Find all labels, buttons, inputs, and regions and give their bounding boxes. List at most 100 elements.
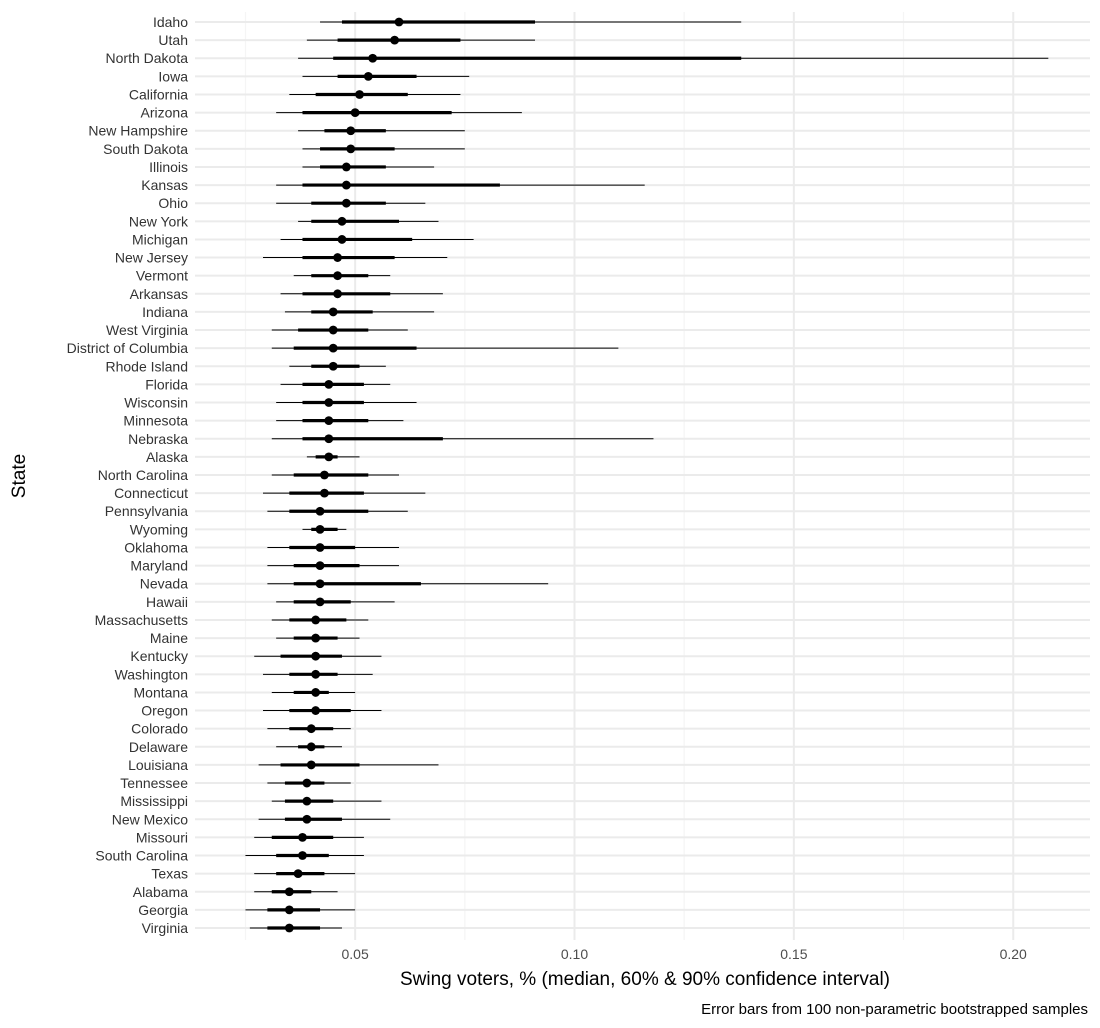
y-tick-label: Rhode Island	[105, 358, 188, 374]
point-range-florida	[280, 380, 391, 389]
y-tick-label: New Jersey	[115, 250, 188, 266]
point-range-idaho	[320, 17, 742, 27]
median-point	[350, 108, 360, 117]
median-point	[293, 869, 303, 879]
y-tick-label: Alaska	[146, 449, 188, 465]
point-range-colorado	[267, 724, 351, 734]
median-point	[311, 633, 321, 643]
y-tick-label: Illinois	[149, 159, 188, 175]
median-point	[284, 905, 294, 915]
point-range-wyoming	[302, 524, 347, 534]
point-range-montana	[271, 688, 356, 697]
point-range-new-mexico	[258, 814, 391, 824]
y-tick-label: New York	[129, 213, 189, 229]
median-point	[302, 814, 312, 824]
point-range-arizona	[276, 108, 522, 117]
y-tick-label: Virginia	[142, 920, 189, 936]
y-tick-label: Oregon	[141, 703, 188, 719]
median-point	[311, 669, 321, 679]
median-point	[324, 416, 334, 426]
median-point	[306, 760, 316, 770]
y-tick-label: California	[129, 86, 188, 102]
point-range-mississippi	[271, 796, 382, 806]
y-tick-label: Oklahoma	[124, 539, 188, 555]
point-range-ohio	[276, 198, 426, 208]
point-range-new-york	[298, 216, 439, 226]
y-tick-label: Tennessee	[120, 775, 188, 791]
median-point	[324, 452, 334, 462]
median-point	[341, 180, 351, 190]
point-range-maine	[276, 633, 360, 643]
point-range-hawaii	[276, 597, 395, 607]
point-range-massachusetts	[271, 615, 369, 625]
x-axis-title: Swing voters, % (median, 60% & 90% confi…	[400, 969, 890, 990]
y-tick-label: Arizona	[141, 105, 189, 121]
median-point	[324, 398, 334, 407]
point-range-north-carolina	[271, 470, 400, 480]
median-point	[346, 144, 356, 154]
point-range-indiana	[284, 307, 435, 317]
median-point	[368, 53, 378, 63]
point-range-district-of-columbia	[271, 343, 619, 353]
y-tick-label: Florida	[145, 376, 188, 392]
median-point	[315, 524, 325, 534]
point-range-new-jersey	[263, 253, 448, 262]
median-point	[333, 289, 342, 299]
point-range-rhode-island	[289, 361, 386, 371]
median-point	[346, 126, 356, 136]
y-tick-label: South Carolina	[95, 848, 188, 864]
y-axis-title: State	[9, 454, 30, 498]
median-point	[284, 887, 294, 897]
point-range-georgia	[245, 905, 356, 915]
y-tick-label: Utah	[158, 32, 188, 48]
x-axis-tick-labels: 0.05 0.10 0.15 0.20	[342, 946, 1028, 962]
median-point	[337, 235, 347, 244]
point-range-alabama	[254, 887, 338, 897]
point-range-missouri	[254, 833, 364, 842]
median-point	[306, 724, 316, 734]
y-tick-label: Kentucky	[130, 648, 188, 664]
median-point	[337, 216, 347, 226]
y-tick-label: Alabama	[133, 884, 188, 900]
point-range-wisconsin	[276, 398, 417, 407]
y-tick-label: Montana	[134, 684, 189, 700]
point-range-iowa	[302, 71, 470, 81]
y-tick-label: Kansas	[141, 177, 188, 193]
y-tick-label: Ohio	[158, 195, 188, 211]
point-range-california	[289, 90, 461, 99]
x-tick-label-1: 0.10	[561, 946, 588, 962]
y-tick-label: District of Columbia	[67, 340, 189, 356]
point-range-utah	[306, 35, 536, 45]
median-point	[315, 561, 325, 570]
median-point	[341, 198, 351, 208]
x-tick-label-3: 0.20	[1000, 946, 1027, 962]
y-tick-label: Texas	[151, 866, 188, 882]
median-point	[315, 543, 325, 552]
point-range-new-hampshire	[298, 126, 465, 136]
y-tick-label: Delaware	[129, 739, 188, 755]
median-point	[315, 579, 325, 589]
median-point	[306, 742, 316, 752]
median-point	[324, 434, 334, 444]
point-range-pennsylvania	[267, 506, 408, 516]
point-range-texas	[254, 869, 356, 879]
point-range-maryland	[267, 561, 400, 570]
point-range-michigan	[280, 235, 474, 244]
point-range-tennessee	[267, 778, 351, 788]
median-point	[315, 597, 325, 607]
point-range-virginia	[249, 923, 342, 933]
point-range-nebraska	[271, 434, 654, 444]
y-tick-label: Vermont	[136, 268, 188, 284]
y-tick-label: Mississippi	[120, 793, 188, 809]
median-point	[333, 253, 342, 262]
median-point	[302, 778, 312, 788]
chart-caption: Error bars from 100 non-parametric boots…	[701, 1001, 1088, 1018]
median-point	[328, 307, 338, 317]
median-point	[320, 488, 329, 498]
point-range-west-virginia	[271, 325, 408, 335]
median-point	[311, 688, 321, 697]
point-range-south-carolina	[245, 851, 364, 860]
y-tick-label: Minnesota	[123, 413, 188, 429]
